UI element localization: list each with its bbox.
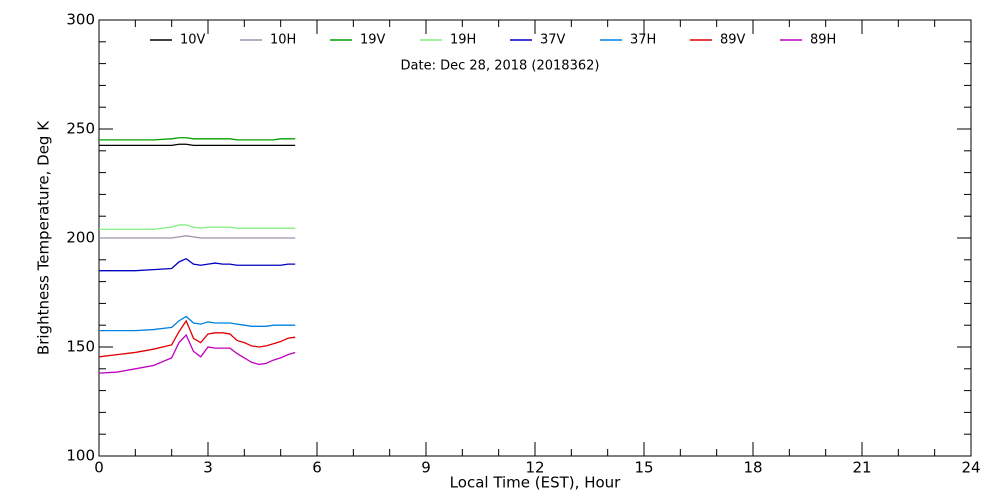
x-axis-label: Local Time (EST), Hour [450, 474, 621, 492]
series-line [98, 333, 296, 374]
y-tick-label: 200 [66, 229, 95, 247]
x-tick-label: 24 [961, 459, 980, 477]
legend-label: 10H [270, 33, 296, 48]
y-tick-label: 250 [66, 120, 95, 138]
x-tick-label: 3 [203, 459, 213, 477]
x-tick-label: 21 [852, 459, 871, 477]
legend-label: 19V [360, 33, 386, 48]
legend-label: 37H [630, 33, 656, 48]
series-line [99, 224, 296, 230]
series-line [99, 315, 296, 332]
series-line [98, 319, 296, 358]
legend-label: 89V [720, 33, 746, 48]
y-tick-label: 300 [66, 11, 95, 29]
annotation: Date: Dec 28, 2018 (2018362) [401, 59, 600, 74]
series-line [99, 143, 296, 146]
y-tick-label: 150 [66, 338, 95, 356]
x-tick-label: 6 [312, 459, 322, 477]
series-line [99, 137, 296, 141]
legend-label: 10V [180, 33, 206, 48]
x-tick-label: 15 [634, 459, 653, 477]
legend-label: 19H [450, 33, 476, 48]
y-axis-label: Brightness Temperature, Deg K [35, 120, 53, 355]
series-line [99, 257, 296, 272]
series-line [99, 235, 296, 239]
x-tick-label: 18 [743, 459, 762, 477]
legend-label: 37V [540, 33, 566, 48]
x-tick-label: 12 [525, 459, 544, 477]
x-tick-label: 9 [421, 459, 431, 477]
y-tick-label: 100 [66, 447, 95, 465]
legend-label: 89H [810, 33, 836, 48]
x-tick-label: 0 [94, 459, 104, 477]
